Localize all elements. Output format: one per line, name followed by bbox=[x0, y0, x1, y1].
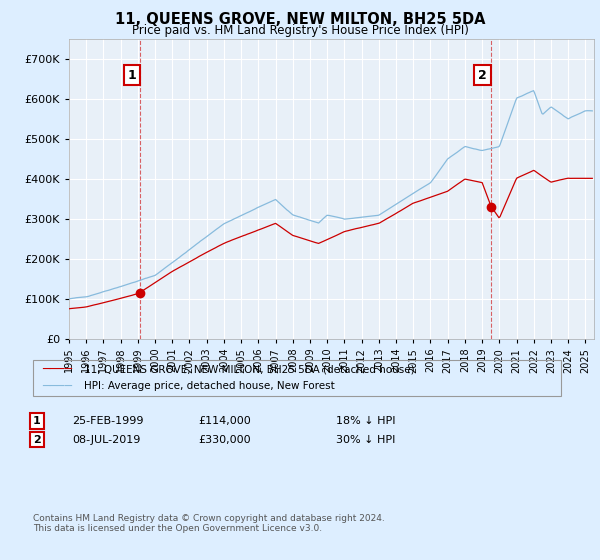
Text: 2: 2 bbox=[478, 69, 487, 82]
Text: 1: 1 bbox=[127, 69, 136, 82]
Text: 1: 1 bbox=[33, 416, 41, 426]
Text: 08-JUL-2019: 08-JUL-2019 bbox=[72, 435, 140, 445]
Text: ────: ──── bbox=[42, 380, 72, 393]
Text: HPI: Average price, detached house, New Forest: HPI: Average price, detached house, New … bbox=[84, 381, 335, 391]
Text: 11, QUEENS GROVE, NEW MILTON, BH25 5DA (detached house): 11, QUEENS GROVE, NEW MILTON, BH25 5DA (… bbox=[84, 365, 415, 375]
Text: £330,000: £330,000 bbox=[198, 435, 251, 445]
Text: 25-FEB-1999: 25-FEB-1999 bbox=[72, 416, 143, 426]
Text: 2: 2 bbox=[33, 435, 41, 445]
Text: ────: ──── bbox=[42, 363, 72, 376]
Text: 11, QUEENS GROVE, NEW MILTON, BH25 5DA: 11, QUEENS GROVE, NEW MILTON, BH25 5DA bbox=[115, 12, 485, 27]
Text: Price paid vs. HM Land Registry's House Price Index (HPI): Price paid vs. HM Land Registry's House … bbox=[131, 24, 469, 37]
Text: 30% ↓ HPI: 30% ↓ HPI bbox=[336, 435, 395, 445]
Text: 18% ↓ HPI: 18% ↓ HPI bbox=[336, 416, 395, 426]
Text: Contains HM Land Registry data © Crown copyright and database right 2024.
This d: Contains HM Land Registry data © Crown c… bbox=[33, 514, 385, 533]
Text: £114,000: £114,000 bbox=[198, 416, 251, 426]
